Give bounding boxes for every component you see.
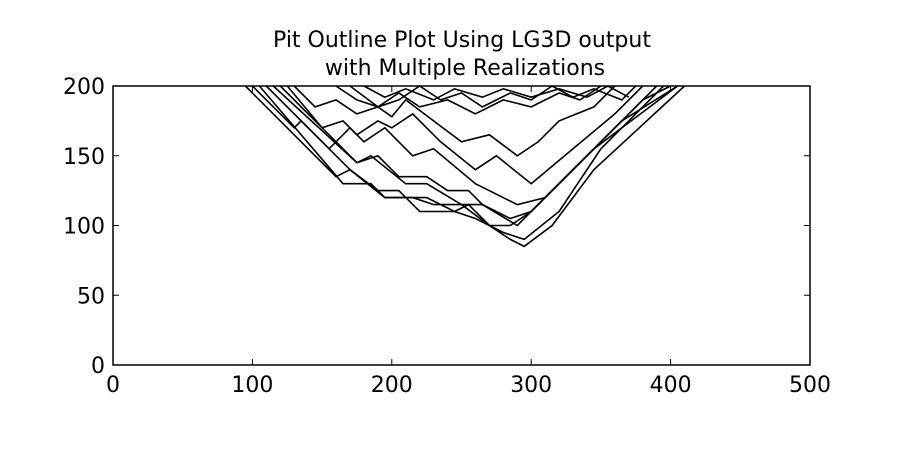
y-tick-label: 100 — [63, 215, 105, 240]
x-tick-label: 0 — [106, 373, 120, 398]
pit-outline-realization-9 — [335, 85, 602, 115]
pit-outline-realization-4 — [265, 85, 665, 241]
x-tick-label: 400 — [650, 373, 692, 398]
y-tick-label: 0 — [91, 354, 105, 379]
x-tick-label: 500 — [789, 373, 831, 398]
pit-outline-realization-7 — [286, 85, 644, 185]
x-axis: 0 100 200 300 400 500 — [106, 86, 831, 398]
x-tick-label: 100 — [231, 373, 273, 398]
series-layer — [244, 85, 686, 248]
plot-area — [112, 85, 811, 366]
y-tick-label: 200 — [63, 75, 105, 100]
pit-outline-realization-8 — [293, 85, 616, 157]
pit-outline-realization-11 — [363, 85, 630, 101]
y-tick-label: 150 — [63, 145, 105, 170]
pit-outline-realization-10 — [349, 85, 637, 108]
chart-title-line-1: Pit Outline Plot Using LG3D output — [273, 28, 651, 53]
y-tick-label: 50 — [77, 284, 105, 309]
y-axis: 0 50 100 150 200 — [63, 75, 810, 379]
x-tick-label: 300 — [510, 373, 552, 398]
chart-title-line-2: with Multiple Realizations — [325, 56, 605, 81]
x-tick-label: 200 — [371, 373, 413, 398]
